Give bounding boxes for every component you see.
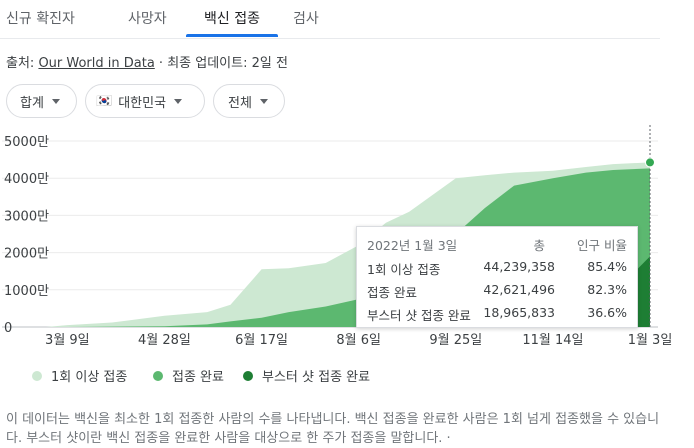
- tab-deaths[interactable]: 사망자: [128, 11, 167, 27]
- legend-swatch: [32, 370, 42, 381]
- range-dropdown[interactable]: 전체: [213, 84, 285, 118]
- metric-dropdown[interactable]: 합계: [6, 84, 77, 118]
- tooltip-row-ratio: 82.3%: [587, 282, 627, 297]
- tooltip-row: 부스터 샷 접종 완료 18,965,833 36.6%: [367, 305, 627, 325]
- y-tick-label: 2000만: [4, 247, 49, 262]
- x-tick-label: 3월 9일: [45, 333, 90, 348]
- source-updated: · 최종 업데이트: 2일 전: [154, 56, 288, 71]
- tooltip-row-label: 1회 이상 접종: [367, 262, 441, 277]
- chevron-down-icon: [259, 98, 268, 104]
- y-tick-label: 0: [4, 321, 12, 336]
- tab-new-cases[interactable]: 신규 확진자: [6, 11, 75, 27]
- active-tab-indicator: [186, 34, 278, 37]
- legend-label: 접종 완료: [172, 370, 224, 385]
- range-value: 전체: [228, 95, 252, 111]
- tooltip-header: 2022년 1월 3일 총 인구 비율: [367, 235, 627, 255]
- legend-label: 1회 이상 접종: [51, 370, 128, 385]
- x-tick-label: 1월 3일: [628, 333, 673, 348]
- source-link[interactable]: Our World in Data: [38, 56, 155, 71]
- y-tick-label: 4000만: [4, 172, 49, 187]
- source-line: 출처: Our World in Data · 최종 업데이트: 2일 전: [6, 52, 288, 71]
- korea-flag-icon: 🇰🇷: [96, 93, 113, 109]
- legend-item-booster[interactable]: 부스터 샷 접종 완료: [243, 366, 370, 385]
- x-tick-label: 4월 28일: [138, 333, 191, 348]
- tooltip-row: 접종 완료 42,621,496 82.3%: [367, 282, 627, 302]
- more-options-icon[interactable]: ·: [446, 431, 451, 446]
- description-text: 이 데이터는 백신을 최소한 1회 접종한 사람의 수를 나타냅니다. 백신 접…: [6, 412, 660, 446]
- legend-item-fully[interactable]: 접종 완료: [153, 366, 224, 385]
- chevron-down-icon: [51, 98, 60, 104]
- source-prefix: 출처:: [6, 56, 39, 71]
- x-tick-label: 9월 25일: [429, 333, 482, 348]
- tooltip-row: 1회 이상 접종 44,239,358 85.4%: [367, 259, 627, 279]
- country-dropdown[interactable]: 🇰🇷 대한민국: [85, 84, 205, 118]
- tooltip-col-ratio: 인구 비율: [577, 238, 627, 253]
- legend-swatch: [243, 370, 253, 381]
- legend-swatch: [153, 370, 163, 381]
- hover-point: [645, 157, 655, 168]
- y-tick-label: 5000만: [4, 135, 49, 150]
- x-tick-label: 6월 17일: [235, 333, 288, 348]
- x-tick-label: 8월 6일: [336, 333, 381, 348]
- tooltip-row-total: 42,621,496: [483, 282, 555, 297]
- tooltip-row-label: 부스터 샷 접종 완료: [367, 308, 471, 323]
- country-value: 대한민국: [118, 95, 167, 111]
- tooltip-col-total: 총: [533, 238, 545, 253]
- y-tick-label: 1000만: [4, 284, 49, 299]
- chart-tooltip: 2022년 1월 3일 총 인구 비율 1회 이상 접종 44,239,358 …: [356, 226, 638, 328]
- chart-description: 이 데이터는 백신을 최소한 1회 접종한 사람의 수를 나타냅니다. 백신 접…: [6, 410, 666, 448]
- tooltip-row-label: 접종 완료: [367, 285, 417, 300]
- tooltip-row-ratio: 85.4%: [587, 259, 627, 274]
- metric-value: 합계: [20, 95, 44, 111]
- tab-vaccinations[interactable]: 백신 접종: [204, 11, 260, 27]
- tab-tests[interactable]: 검사: [293, 11, 319, 27]
- legend-item-at-least-one[interactable]: 1회 이상 접종: [32, 366, 127, 385]
- tooltip-date: 2022년 1월 3일: [367, 238, 458, 253]
- tooltip-row-total: 18,965,833: [483, 305, 555, 320]
- chevron-down-icon: [174, 98, 183, 104]
- x-tick-label: 11월 14일: [522, 333, 583, 348]
- tooltip-row-total: 44,239,358: [483, 259, 555, 274]
- tooltip-row-ratio: 36.6%: [587, 305, 627, 320]
- y-tick-label: 3000만: [4, 209, 49, 224]
- legend-label: 부스터 샷 접종 완료: [262, 370, 371, 385]
- tab-bar: 신규 확진자 사망자 백신 접종 검사: [0, 0, 660, 39]
